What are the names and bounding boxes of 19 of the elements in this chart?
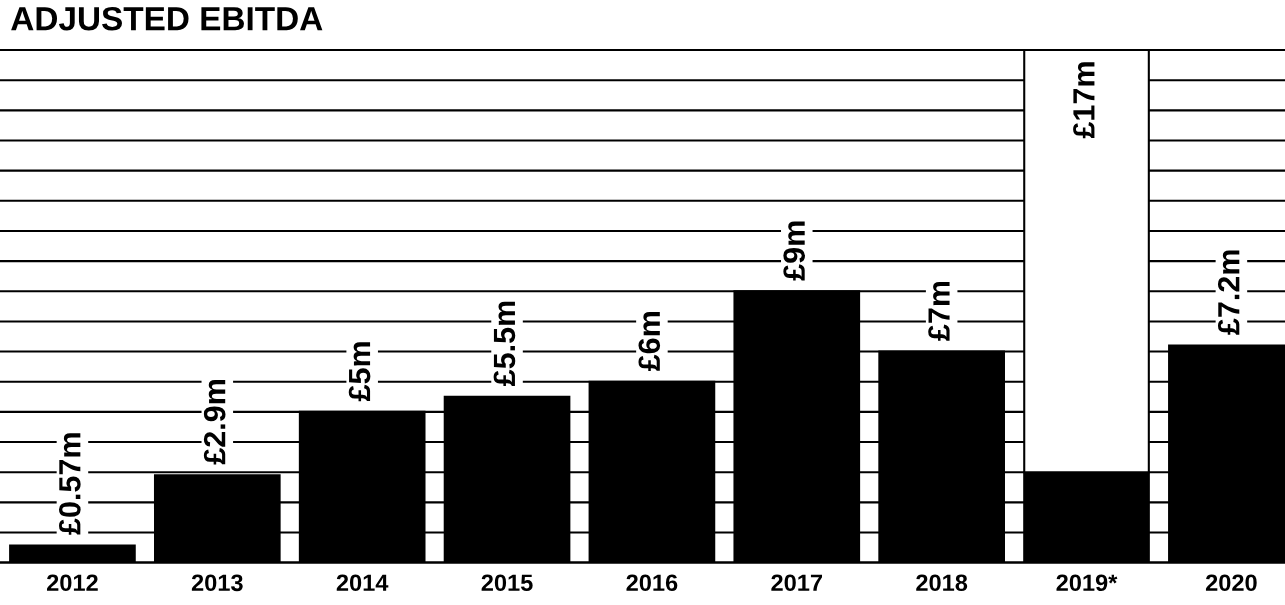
data-label: £7.2m xyxy=(1217,250,1240,335)
data-label: £5m xyxy=(348,342,371,402)
chart-title: ADJUSTED EBITDA xyxy=(11,6,323,31)
data-label: £2.9m xyxy=(203,380,226,465)
x-tick-label: 2020 xyxy=(1205,574,1257,592)
x-tick-label: 2019* xyxy=(1056,574,1118,592)
data-label: £0.57m xyxy=(59,433,81,535)
data-label: £6m xyxy=(638,312,661,372)
x-tick-label: 2015 xyxy=(481,574,533,592)
x-tick-label: 2012 xyxy=(46,574,98,592)
x-tick-label: 2014 xyxy=(336,574,389,592)
x-tick-label: 2013 xyxy=(191,574,243,592)
data-label: £7m xyxy=(928,281,950,341)
total-label: £17m xyxy=(1073,62,1095,139)
data-label: £5.5m xyxy=(493,301,516,387)
data-label: £9m xyxy=(783,221,805,281)
x-tick-label: 2018 xyxy=(916,574,968,592)
x-tick-label: 2017 xyxy=(771,574,823,592)
x-tick-label: 2016 xyxy=(626,574,678,592)
